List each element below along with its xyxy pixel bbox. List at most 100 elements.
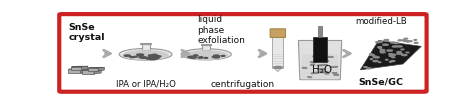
Circle shape xyxy=(152,54,157,55)
Ellipse shape xyxy=(325,73,329,74)
Circle shape xyxy=(407,41,409,42)
Polygon shape xyxy=(88,68,98,71)
Circle shape xyxy=(149,58,156,60)
Circle shape xyxy=(124,55,130,56)
Circle shape xyxy=(188,56,194,58)
Circle shape xyxy=(146,58,150,59)
Text: H₂O: H₂O xyxy=(312,65,332,75)
Circle shape xyxy=(394,43,399,44)
Ellipse shape xyxy=(318,69,326,70)
Circle shape xyxy=(373,56,377,57)
Circle shape xyxy=(392,57,395,58)
Circle shape xyxy=(194,55,198,56)
FancyBboxPatch shape xyxy=(313,37,328,62)
Circle shape xyxy=(130,57,134,58)
Circle shape xyxy=(398,40,402,41)
Circle shape xyxy=(409,41,412,42)
Circle shape xyxy=(155,57,159,58)
Ellipse shape xyxy=(319,69,325,70)
Circle shape xyxy=(401,54,407,56)
Circle shape xyxy=(414,42,418,43)
Ellipse shape xyxy=(310,64,315,65)
Circle shape xyxy=(389,55,393,56)
Circle shape xyxy=(221,55,225,56)
Polygon shape xyxy=(68,68,88,69)
Circle shape xyxy=(190,57,196,58)
Polygon shape xyxy=(299,40,342,80)
FancyBboxPatch shape xyxy=(202,45,210,50)
Circle shape xyxy=(151,55,156,56)
FancyBboxPatch shape xyxy=(318,26,322,37)
Polygon shape xyxy=(68,69,81,73)
FancyBboxPatch shape xyxy=(272,36,283,68)
Circle shape xyxy=(214,55,219,56)
Circle shape xyxy=(383,44,388,45)
Polygon shape xyxy=(301,54,339,79)
Circle shape xyxy=(148,55,154,56)
Circle shape xyxy=(387,50,392,51)
Ellipse shape xyxy=(274,66,282,68)
Circle shape xyxy=(385,59,388,60)
Text: modified-LB: modified-LB xyxy=(355,17,407,26)
Ellipse shape xyxy=(323,60,329,61)
Circle shape xyxy=(384,40,388,41)
Circle shape xyxy=(391,42,395,43)
Circle shape xyxy=(406,52,409,53)
Polygon shape xyxy=(72,66,88,67)
Circle shape xyxy=(198,57,203,58)
Polygon shape xyxy=(82,70,94,74)
Circle shape xyxy=(184,50,228,60)
Circle shape xyxy=(374,57,379,58)
Text: liquid
phase
exfoliation: liquid phase exfoliation xyxy=(197,15,245,45)
Polygon shape xyxy=(94,70,101,74)
Ellipse shape xyxy=(318,57,322,58)
Circle shape xyxy=(212,56,219,58)
Text: SnSe/GC: SnSe/GC xyxy=(358,77,403,86)
Circle shape xyxy=(140,57,147,58)
Polygon shape xyxy=(82,66,88,70)
Circle shape xyxy=(404,38,408,39)
Circle shape xyxy=(137,54,144,56)
Circle shape xyxy=(204,57,208,58)
Circle shape xyxy=(378,47,382,48)
Circle shape xyxy=(397,46,402,47)
Circle shape xyxy=(367,68,371,69)
Circle shape xyxy=(139,57,143,58)
Circle shape xyxy=(181,49,231,60)
Circle shape xyxy=(134,56,137,57)
Circle shape xyxy=(380,50,385,51)
Circle shape xyxy=(392,46,397,47)
Polygon shape xyxy=(272,67,283,71)
FancyBboxPatch shape xyxy=(59,14,427,92)
Ellipse shape xyxy=(314,72,319,73)
Ellipse shape xyxy=(313,56,318,57)
Circle shape xyxy=(153,58,158,59)
Polygon shape xyxy=(360,40,421,70)
Circle shape xyxy=(403,40,409,42)
Circle shape xyxy=(214,56,218,57)
Circle shape xyxy=(214,56,219,58)
Polygon shape xyxy=(72,67,82,70)
Circle shape xyxy=(373,61,378,62)
Circle shape xyxy=(119,48,172,60)
Ellipse shape xyxy=(311,73,318,74)
Polygon shape xyxy=(88,67,104,68)
Circle shape xyxy=(150,57,156,59)
FancyBboxPatch shape xyxy=(140,43,151,44)
Circle shape xyxy=(380,52,385,53)
FancyBboxPatch shape xyxy=(142,44,150,50)
FancyBboxPatch shape xyxy=(201,44,211,45)
Circle shape xyxy=(370,54,374,55)
Circle shape xyxy=(150,58,155,59)
Circle shape xyxy=(148,56,155,58)
Circle shape xyxy=(155,56,161,57)
Circle shape xyxy=(199,57,203,58)
Text: SnSe
crystal: SnSe crystal xyxy=(68,22,105,42)
Circle shape xyxy=(149,56,155,58)
Circle shape xyxy=(379,62,381,63)
Circle shape xyxy=(376,42,381,43)
Circle shape xyxy=(390,54,396,55)
FancyBboxPatch shape xyxy=(270,29,285,37)
Ellipse shape xyxy=(317,65,323,66)
Circle shape xyxy=(154,55,157,56)
